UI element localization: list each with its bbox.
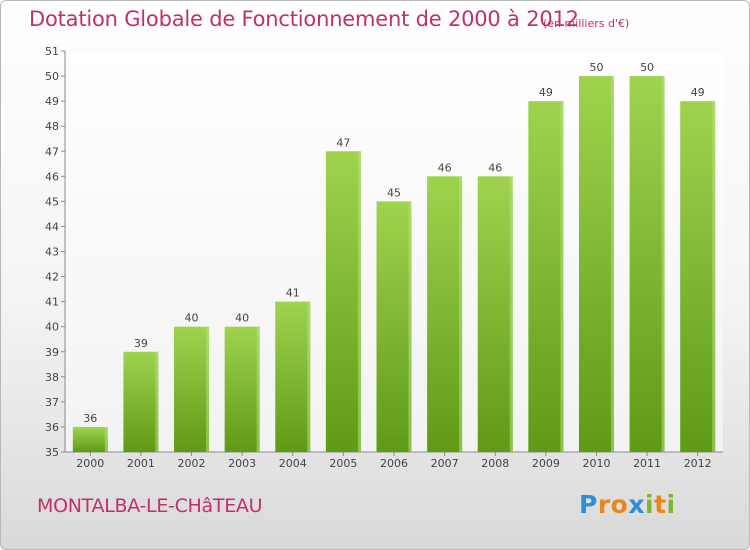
bar-value-label: 50 xyxy=(589,61,603,74)
x-tick-label: 2009 xyxy=(532,457,560,470)
bar-highlight xyxy=(509,176,513,452)
y-tick-label: 40 xyxy=(45,321,59,334)
x-tick-label: 2004 xyxy=(279,457,307,470)
bar xyxy=(325,151,361,452)
bar xyxy=(528,101,564,452)
bar xyxy=(477,176,513,452)
y-tick-label: 41 xyxy=(45,296,59,309)
bar-value-label: 40 xyxy=(185,312,199,325)
x-tick-label: 2000 xyxy=(76,457,104,470)
y-tick-label: 44 xyxy=(45,220,59,233)
proxiti-logo: Proxiti xyxy=(579,490,676,519)
bar-value-label: 36 xyxy=(83,412,97,425)
bar xyxy=(629,76,665,452)
bar xyxy=(578,76,614,452)
bar-value-label: 49 xyxy=(539,86,553,99)
y-tick-label: 42 xyxy=(45,271,59,284)
bar-highlight xyxy=(560,101,564,452)
y-tick-label: 39 xyxy=(45,346,59,359)
y-tick-label: 51 xyxy=(45,45,59,58)
y-tick-label: 38 xyxy=(45,371,59,384)
y-tick-label: 35 xyxy=(45,446,59,459)
x-tick-label: 2011 xyxy=(633,457,661,470)
bar-value-label: 46 xyxy=(488,161,502,174)
bar-value-label: 47 xyxy=(336,136,350,149)
bar-value-label: 39 xyxy=(134,337,148,350)
bar-highlight xyxy=(256,326,260,452)
bar xyxy=(123,351,159,452)
bar-highlight xyxy=(661,76,665,452)
bar xyxy=(72,426,108,452)
bar-value-label: 49 xyxy=(691,86,705,99)
x-tick-label: 2005 xyxy=(329,457,357,470)
x-tick-label: 2002 xyxy=(178,457,206,470)
bar-highlight xyxy=(307,301,311,452)
bar-highlight xyxy=(408,201,412,452)
chart-unit-subtitle: (en milliers d'€) xyxy=(543,17,630,30)
x-tick-label: 2001 xyxy=(127,457,155,470)
x-tick-label: 2006 xyxy=(380,457,408,470)
y-tick-label: 50 xyxy=(45,70,59,83)
y-tick-label: 49 xyxy=(45,95,59,108)
x-tick-label: 2007 xyxy=(431,457,459,470)
bar-highlight xyxy=(206,326,210,452)
y-tick-label: 45 xyxy=(45,195,59,208)
commune-name: MONTALBA-LE-CHâTEAU xyxy=(37,495,263,517)
bar-value-label: 45 xyxy=(387,186,401,199)
bar-value-label: 41 xyxy=(286,287,300,300)
bar-highlight xyxy=(155,351,159,452)
bar xyxy=(680,101,716,452)
bar xyxy=(275,301,311,452)
bar-value-label: 50 xyxy=(640,61,654,74)
bar-highlight xyxy=(712,101,716,452)
y-tick-label: 43 xyxy=(45,246,59,259)
bar-highlight xyxy=(104,426,108,452)
y-tick-label: 37 xyxy=(45,396,59,409)
x-tick-label: 2010 xyxy=(582,457,610,470)
bar-value-label: 46 xyxy=(438,161,452,174)
x-tick-label: 2008 xyxy=(481,457,509,470)
y-tick-label: 36 xyxy=(45,421,59,434)
bar-value-label: 40 xyxy=(235,312,249,325)
bar xyxy=(174,326,210,452)
chart-title: Dotation Globale de Fonctionnement de 20… xyxy=(29,7,579,31)
bar-highlight xyxy=(357,151,361,452)
y-tick-label: 47 xyxy=(45,145,59,158)
x-tick-label: 2003 xyxy=(228,457,256,470)
bar xyxy=(376,201,412,452)
bar xyxy=(224,326,260,452)
y-tick-label: 46 xyxy=(45,170,59,183)
bar-highlight xyxy=(459,176,463,452)
x-tick-label: 2012 xyxy=(684,457,712,470)
bar xyxy=(427,176,463,452)
y-tick-label: 48 xyxy=(45,120,59,133)
bar-highlight xyxy=(610,76,614,452)
